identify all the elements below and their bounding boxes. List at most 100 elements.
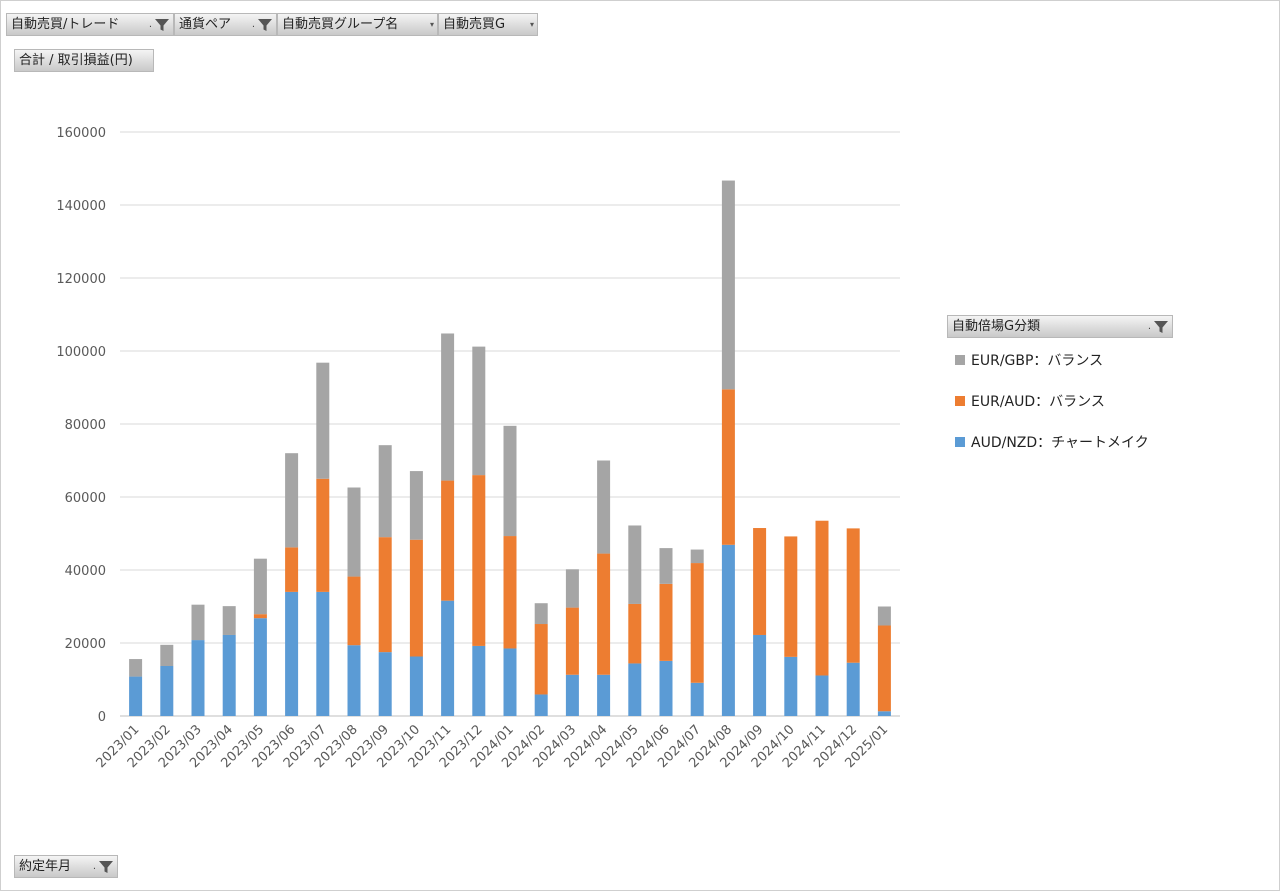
bar-segment (628, 663, 642, 716)
bar-segment (378, 652, 392, 716)
bar-segment (129, 676, 143, 716)
bar-segment (285, 453, 299, 548)
bar-segment (160, 665, 174, 716)
legend-swatch (955, 437, 965, 447)
bar-segment (253, 558, 267, 615)
y-tick-label: 140000 (56, 199, 106, 214)
bar-segment (160, 644, 174, 666)
bar-segment (784, 536, 798, 657)
axis-field-label: 約定年月 (19, 859, 72, 874)
legend-field-button[interactable]: 自動倍場G分類 . (947, 315, 1173, 338)
filter-icon[interactable] (98, 859, 114, 875)
bar-segment (597, 460, 611, 554)
bar-segment (441, 480, 455, 601)
bar-segment (503, 536, 517, 649)
bar-segment (222, 634, 236, 716)
bar-segment (253, 618, 267, 716)
bar-segment (472, 475, 486, 646)
bar-segment (534, 694, 548, 716)
bar-segment (409, 656, 423, 716)
filter-marker: . (92, 861, 96, 872)
dropdown-icon[interactable]: ▾ (529, 20, 534, 29)
bar-segment (409, 539, 423, 657)
bar-segment (815, 520, 829, 676)
bar-segment (659, 583, 673, 661)
bar-segment (316, 478, 330, 592)
bar-segment (846, 528, 860, 663)
legend-swatch (955, 355, 965, 365)
bar-segment (659, 548, 673, 584)
filter-label: 自動売買グループ名 (282, 17, 399, 32)
y-tick-label: 80000 (65, 418, 106, 433)
bar-segment (534, 624, 548, 695)
filter-marker: . (251, 19, 255, 30)
bar-segment (784, 656, 798, 716)
bar-segment (191, 604, 205, 641)
legend-field-label: 自動倍場G分類 (952, 319, 1041, 334)
bar-segment (316, 362, 330, 479)
bar-segment (815, 675, 829, 716)
value-field-button[interactable]: 合計 / 取引損益(円) (14, 49, 154, 72)
bar-segment (253, 614, 267, 619)
bar-segment (222, 606, 236, 635)
legend-item-eur-aud[interactable]: EUR/AUD：バランス (955, 391, 1105, 411)
y-tick-label: 160000 (56, 126, 106, 141)
filter-icon[interactable] (257, 17, 273, 33)
bar-segment (597, 553, 611, 675)
bar-segment (441, 600, 455, 716)
bar-segment (347, 645, 361, 716)
bar-segment (690, 682, 704, 716)
bar-segment (721, 180, 735, 390)
filter-button-auto-trade[interactable]: 自動売買/トレード . (6, 13, 174, 36)
bar-segment (347, 576, 361, 646)
bar-segment (846, 662, 860, 716)
bar-segment (503, 425, 517, 537)
bar-segment (472, 645, 486, 716)
bar-segment (409, 471, 423, 540)
legend-item-eur-gbp[interactable]: EUR/GBP：バランス (955, 350, 1103, 370)
bar-segment (753, 528, 767, 635)
y-tick-label: 0 (98, 710, 106, 725)
bar-segment (378, 537, 392, 653)
filter-button-currency-pair[interactable]: 通貨ペア . (174, 13, 277, 36)
bar-segment (441, 333, 455, 481)
bar-segment (285, 591, 299, 716)
bar-segment (565, 674, 579, 716)
y-tick-label: 40000 (65, 564, 106, 579)
filter-marker: . (1147, 321, 1151, 332)
bar-segment (721, 544, 735, 716)
filter-icon[interactable] (154, 17, 170, 33)
bar-segment (659, 660, 673, 716)
bar-segment (628, 525, 642, 604)
bar-segment (690, 563, 704, 683)
bar-segment (472, 346, 486, 476)
legend-item-aud-nzd[interactable]: AUD/NZD：チャートメイク (955, 432, 1149, 452)
bar-segment (534, 603, 548, 625)
bar-segment (597, 674, 611, 716)
dropdown-icon[interactable]: ▾ (429, 20, 434, 29)
bar-segment (285, 547, 299, 592)
filter-icon[interactable] (1153, 319, 1169, 335)
filter-button-auto-group-name[interactable]: 自動売買グループ名 ▾ (277, 13, 438, 36)
axis-field-button[interactable]: 約定年月 . (14, 855, 118, 878)
y-tick-label: 100000 (56, 345, 106, 360)
legend-label: EUR/AUD：バランス (971, 394, 1105, 410)
filter-label: 通貨ペア (179, 17, 232, 32)
filter-label: 自動売買/トレード (11, 17, 120, 32)
legend-label: EUR/GBP：バランス (971, 353, 1104, 369)
filter-marker: . (148, 19, 152, 30)
bar-segment (690, 549, 704, 564)
bar-segment (503, 648, 517, 716)
y-tick-label: 20000 (65, 637, 106, 652)
filter-label: 自動売買G (443, 17, 506, 32)
bar-segment (565, 569, 579, 608)
y-tick-label: 60000 (65, 491, 106, 506)
bar-segment (628, 603, 642, 664)
bar-segment (877, 625, 891, 712)
legend-label: AUD/NZD：チャートメイク (971, 435, 1149, 451)
bar-segment (753, 634, 767, 716)
value-field-label: 合計 / 取引損益(円) (19, 53, 133, 68)
bar-segment (316, 591, 330, 716)
filter-button-auto-group[interactable]: 自動売買G ▾ (438, 13, 538, 36)
